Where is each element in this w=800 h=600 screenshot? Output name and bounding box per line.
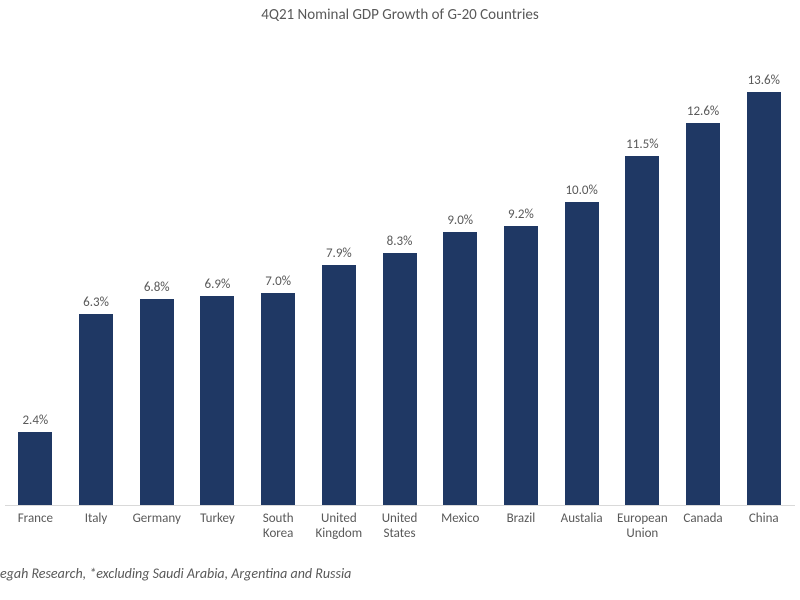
bar-value-label: 6.9% [205, 277, 231, 292]
bar [625, 156, 659, 505]
x-axis-label: Turkey [187, 512, 248, 527]
bar-value-label: 7.0% [265, 274, 291, 289]
bar [747, 92, 781, 505]
chart-title: 4Q21 Nominal GDP Growth of G-20 Countrie… [0, 6, 800, 24]
bar [79, 314, 113, 505]
bar-group: 9.0% [430, 50, 491, 505]
x-axis-label: Brazil [491, 512, 552, 527]
bar-group: 12.6% [673, 50, 734, 505]
bar-group: 8.3% [369, 50, 430, 505]
bar-group: 6.3% [66, 50, 127, 505]
x-axis-label: SouthKorea [248, 512, 309, 542]
bar-value-label: 9.0% [447, 213, 473, 228]
bar [443, 232, 477, 505]
bar-group: 2.4% [5, 50, 66, 505]
bar-group: 9.2% [491, 50, 552, 505]
bar-value-label: 6.3% [83, 295, 109, 310]
x-axis-label: Germany [126, 512, 187, 527]
bar-group: 7.9% [309, 50, 370, 505]
bar [504, 226, 538, 505]
bar [200, 296, 234, 505]
x-axis-label: Austalia [551, 512, 612, 527]
x-axis-line [5, 505, 795, 506]
bar-group: 10.0% [551, 50, 612, 505]
chart-footnote: egah Research, *excluding Saudi Arabia, … [0, 565, 351, 582]
bar-value-label: 8.3% [387, 234, 413, 249]
bar-group: 7.0% [248, 50, 309, 505]
bar-value-label: 2.4% [22, 413, 48, 428]
x-axis-label: Canada [673, 512, 734, 527]
x-axis-label: UnitedKingdom [309, 512, 370, 542]
bar [686, 123, 720, 505]
bar-value-label: 11.5% [626, 137, 658, 152]
x-axis-label: UnitedStates [369, 512, 430, 542]
bar-value-label: 10.0% [565, 183, 597, 198]
bar-value-label: 13.6% [748, 73, 780, 88]
x-axis-label: Mexico [430, 512, 491, 527]
bar [261, 293, 295, 505]
x-axis-label: China [733, 512, 794, 527]
gdp-chart: 4Q21 Nominal GDP Growth of G-20 Countrie… [0, 0, 800, 600]
bar [18, 432, 52, 505]
x-axis-label: France [5, 512, 66, 527]
bar-group: 13.6% [733, 50, 794, 505]
bar [383, 253, 417, 505]
bar-value-label: 9.2% [508, 207, 534, 222]
x-axis-label: Italy [66, 512, 127, 527]
bar-group: 6.9% [187, 50, 248, 505]
x-axis-label: EuropeanUnion [612, 512, 673, 542]
bar [140, 299, 174, 505]
bar-value-label: 12.6% [687, 104, 719, 119]
bar [565, 202, 599, 505]
plot-area: 2.4% 6.3% 6.8% 6.9% 7.0% 7.9% 8.3% 9.0% 9.2% 10.0… [5, 50, 795, 505]
bar-value-label: 7.9% [326, 246, 352, 261]
bar-group: 6.8% [126, 50, 187, 505]
bar [322, 265, 356, 505]
x-axis-labels: FranceItalyGermanyTurkeySouthKoreaUnited… [5, 512, 795, 552]
bar-value-label: 6.8% [144, 280, 170, 295]
bar-group: 11.5% [612, 50, 673, 505]
